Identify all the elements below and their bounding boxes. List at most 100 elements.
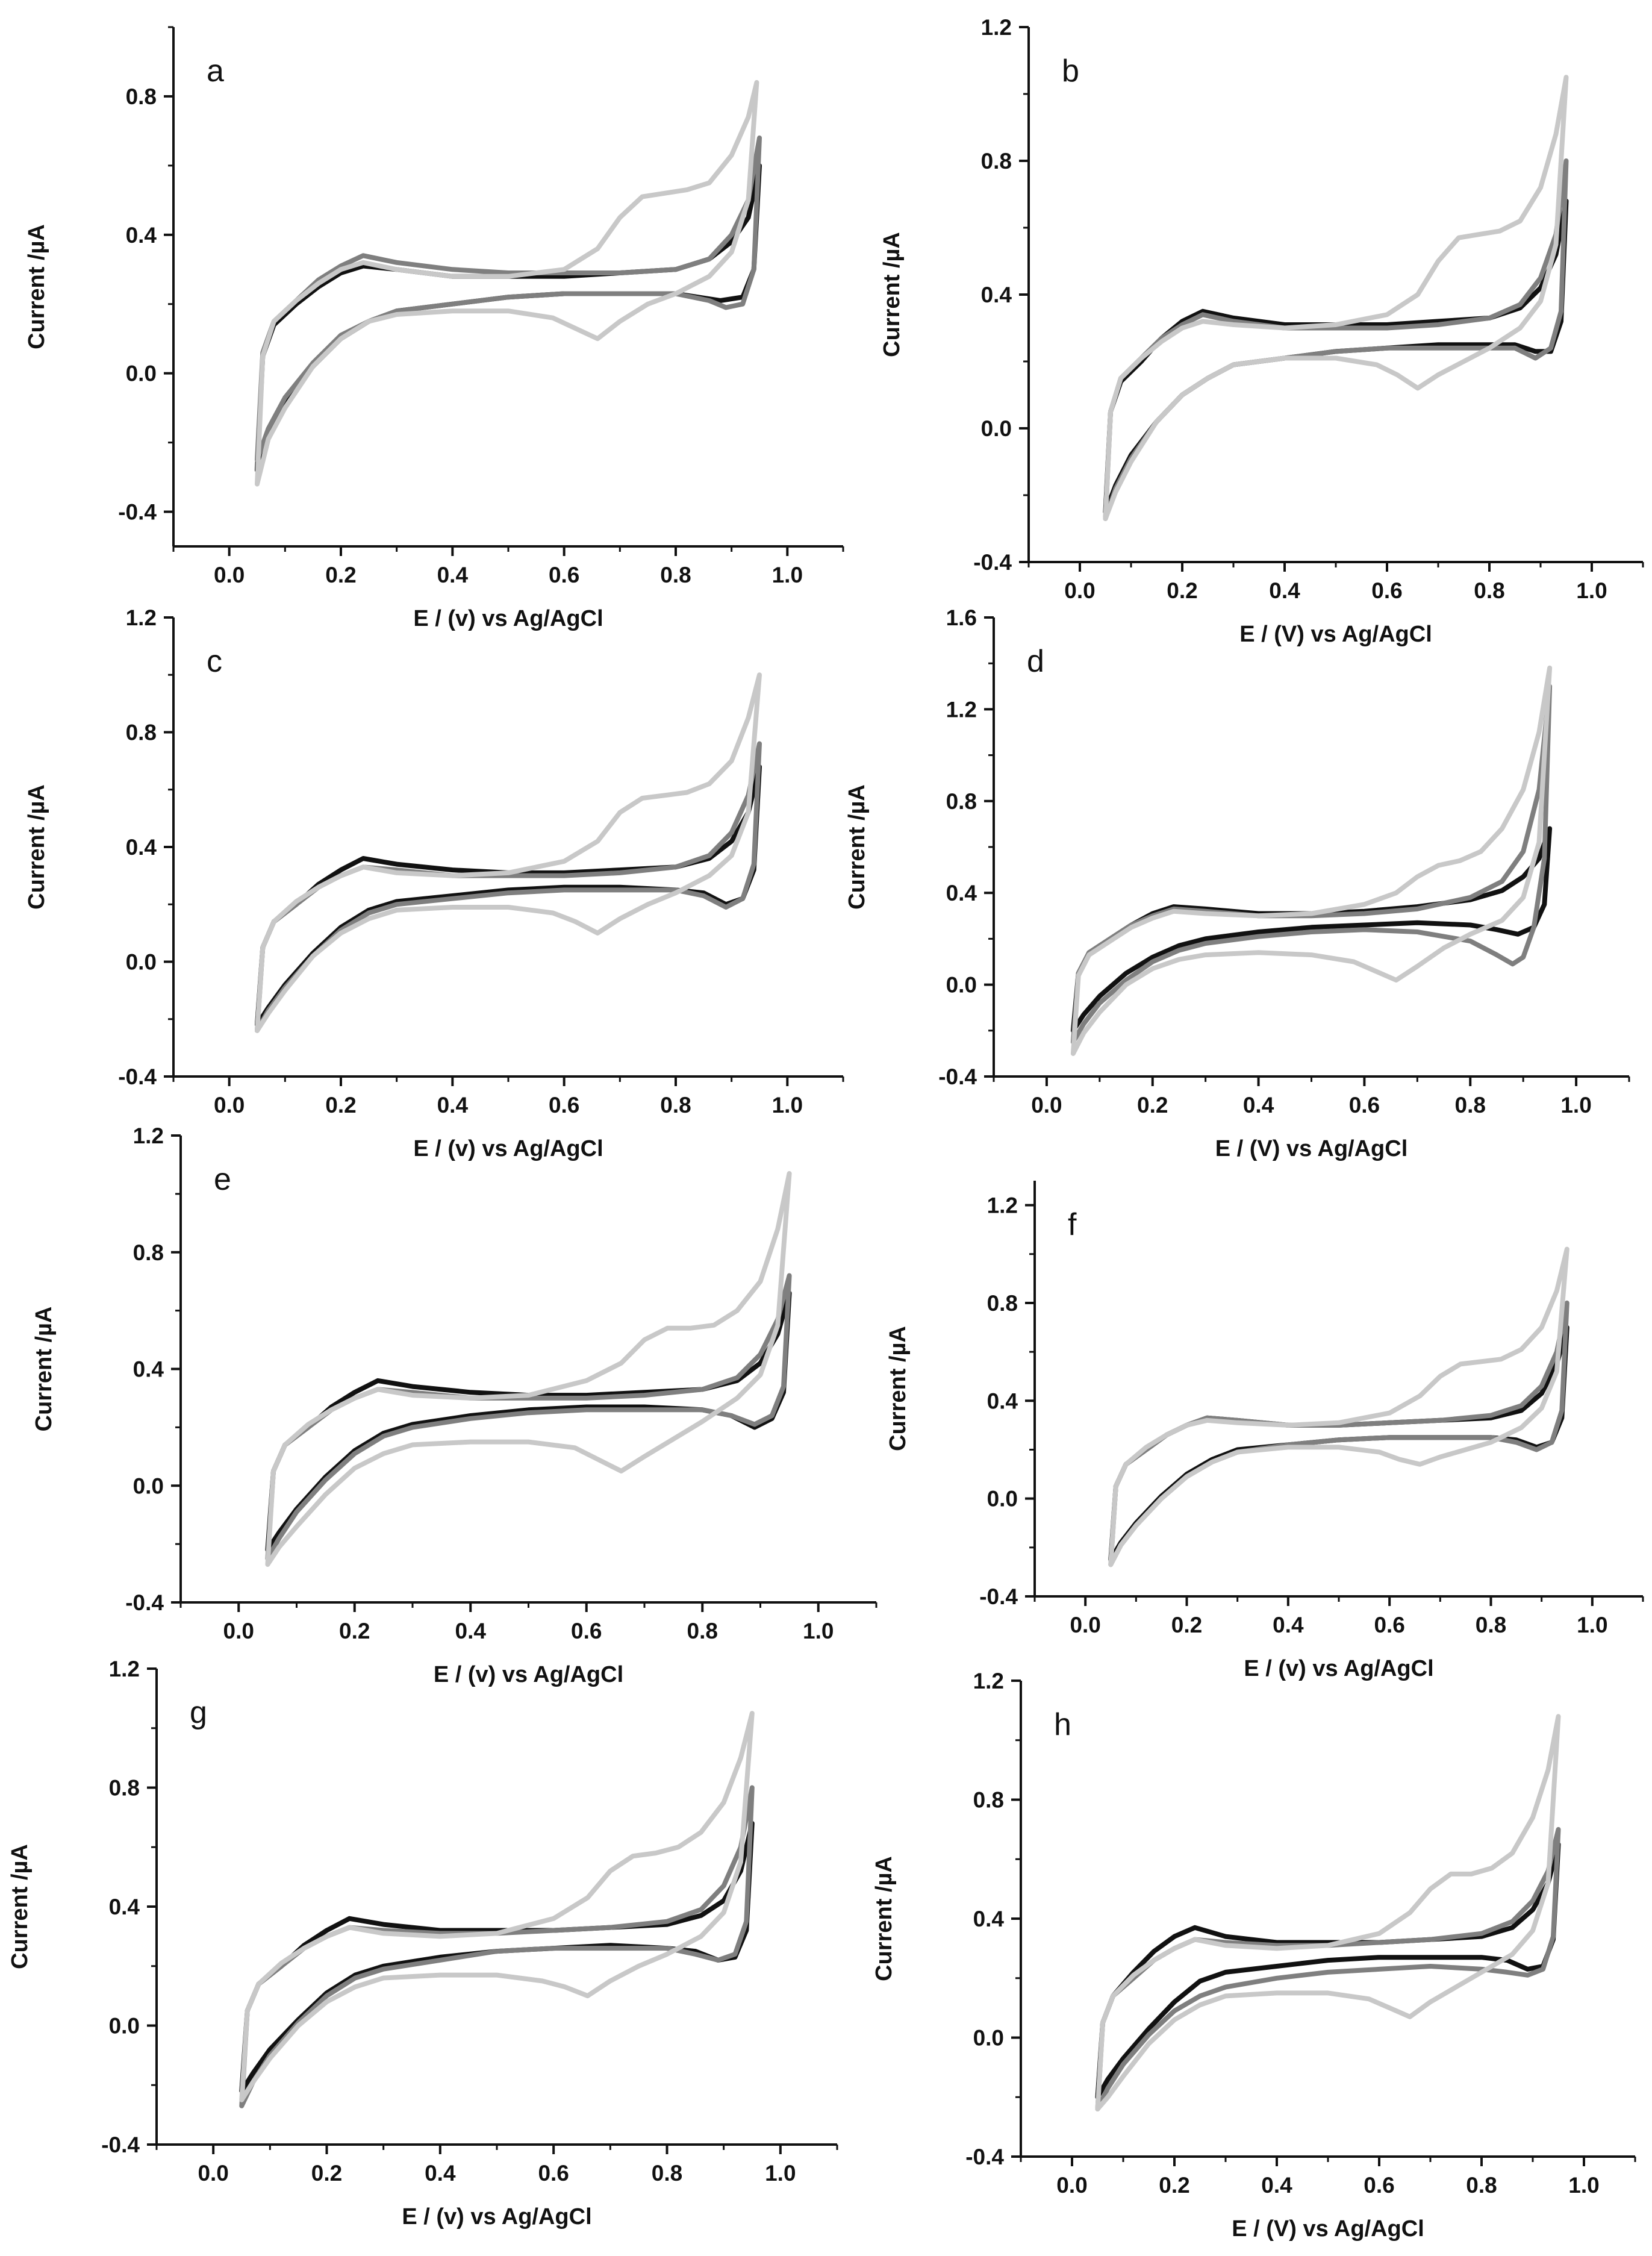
y-tick-label: 0.8 — [109, 1776, 140, 1801]
panel-c: 0.0 0.2 0.4 0.6 0.8 1.0 -0.4 0.0 0.4 0.8 1.2 E / (v… — [24, 605, 844, 1161]
x-tick-label: 1.0 — [1577, 1613, 1607, 1637]
panel-g: 0.0 0.2 0.4 0.6 0.8 1.0 -0.4 0.0 0.4 0.8 1.2 E / (v… — [7, 1657, 838, 2229]
x-axis-label: E / (V) vs Ag/AgCl — [1239, 622, 1432, 647]
panel-letter: b — [1062, 54, 1079, 89]
y-tick-label: 0.4 — [973, 1907, 1005, 1931]
y-tick-label: 0.4 — [133, 1357, 164, 1382]
y-tick-label: -0.4 — [973, 550, 1012, 575]
x-tick-label: 0.4 — [1273, 1613, 1304, 1637]
panel-letter: f — [1068, 1207, 1077, 1242]
x-tick-label: 0.8 — [652, 2161, 682, 2186]
x-axis-label: E / (V) vs Ag/AgCl — [1215, 1136, 1408, 1161]
y-tick-label: -0.4 — [118, 1064, 157, 1089]
y-tick-label: 0.0 — [973, 2026, 1004, 2051]
y-tick-label: 0.0 — [987, 1487, 1018, 1511]
x-tick-label: 0.0 — [214, 563, 245, 587]
x-tick-label: 0.6 — [1374, 1613, 1404, 1637]
cv-curve-a-series-3 — [255, 80, 759, 487]
y-tick-label: -0.4 — [101, 2133, 140, 2157]
y-tick-label: -0.4 — [118, 500, 157, 525]
x-tick-label: 0.4 — [455, 1619, 487, 1643]
x-tick-label: 0.8 — [660, 1093, 691, 1117]
x-tick-label: 0.8 — [1474, 578, 1504, 603]
y-tick-label: 0.8 — [981, 149, 1012, 173]
x-tick-label: 0.0 — [1056, 2173, 1087, 2198]
panel-h: 0.0 0.2 0.4 0.6 0.8 1.0 -0.4 0.0 0.4 0.8 1.2 E / (V… — [871, 1669, 1636, 2242]
x-tick-label: 0.4 — [1243, 1093, 1274, 1117]
x-tick-label: 0.6 — [1371, 578, 1402, 603]
x-axis-label: E / (v) vs Ag/AgCl — [402, 2204, 591, 2229]
x-tick-label: 0.4 — [1269, 578, 1300, 603]
x-tick-label: 0.2 — [311, 2161, 342, 2186]
y-tick-label: 0.4 — [987, 1389, 1018, 1413]
x-tick-label: 0.2 — [325, 563, 356, 587]
y-tick-label: 0.4 — [946, 881, 977, 905]
x-tick-label: 0.0 — [1070, 1613, 1100, 1637]
y-tick-label: 0.8 — [133, 1240, 164, 1265]
y-tick-label: -0.4 — [125, 1590, 164, 1615]
x-tick-label: 0.8 — [1466, 2173, 1497, 2198]
y-tick-label: 0.0 — [126, 361, 157, 386]
panel-letter: a — [207, 54, 224, 89]
x-tick-label: 0.6 — [1349, 1093, 1380, 1117]
x-tick-label: 0.2 — [1137, 1093, 1168, 1117]
x-tick-label: 0.8 — [1476, 1613, 1506, 1637]
panel-letter: c — [207, 644, 222, 679]
panel-b: 0.0 0.2 0.4 0.6 0.8 1.0 -0.4 0.0 0.4 0.8 1.2 E / (V… — [879, 15, 1644, 647]
y-axis-label: Current /µA — [24, 784, 49, 910]
y-tick-label: 0.4 — [109, 1895, 140, 1919]
y-tick-label: 1.2 — [133, 1123, 164, 1148]
y-tick-label: 1.2 — [987, 1193, 1018, 1218]
y-tick-label: 0.8 — [987, 1291, 1018, 1316]
x-tick-label: 0.0 — [1064, 578, 1095, 603]
y-tick-label: 0.8 — [126, 720, 157, 745]
x-axis-label: E / (v) vs Ag/AgCl — [413, 1136, 603, 1161]
x-axis-label: E / (v) vs Ag/AgCl — [434, 1662, 623, 1687]
y-axis-label: Current /µA — [879, 232, 905, 357]
cv-curve-e-series-3 — [265, 1171, 792, 1567]
x-tick-label: 0.0 — [223, 1619, 254, 1643]
y-axis-label: Current /µA — [885, 1326, 911, 1451]
y-tick-label: 0.8 — [973, 1788, 1004, 1813]
y-tick-label: 0.0 — [126, 950, 157, 975]
panel-letter: h — [1054, 1707, 1071, 1742]
x-tick-label: 0.6 — [549, 1093, 579, 1117]
cv-curve-f-series-3 — [1108, 1246, 1569, 1567]
x-tick-label: 0.6 — [1364, 2173, 1394, 2198]
x-axis-label: E / (v) vs Ag/AgCl — [1244, 1656, 1433, 1681]
y-tick-label: 0.4 — [126, 223, 157, 248]
cv-curve-c-series-3 — [255, 672, 762, 1033]
y-tick-label: 1.6 — [946, 605, 977, 630]
y-tick-label: 0.0 — [981, 416, 1012, 441]
y-tick-label: 0.4 — [981, 283, 1012, 307]
y-tick-label: 1.2 — [981, 15, 1012, 40]
panel-a: 0.0 0.2 0.4 0.6 0.8 1.0 -0.4 0.0 0.4 0.8 E / (v) v… — [24, 26, 844, 631]
y-tick-label: 1.2 — [973, 1669, 1004, 1693]
cv-curve-b-series-3 — [1103, 75, 1569, 521]
panel-d: 0.0 0.2 0.4 0.6 0.8 1.0 -0.4 0.0 0.4 0.8 1.2 1.6 E /… — [844, 605, 1630, 1161]
y-tick-label: -0.4 — [965, 2145, 1004, 2169]
x-tick-label: 0.2 — [1171, 1613, 1202, 1637]
panel-e: 0.0 0.2 0.4 0.6 0.8 1.0 -0.4 0.0 0.4 0.8 1.2 E / (v… — [31, 1123, 877, 1687]
y-tick-label: 0.4 — [126, 835, 157, 860]
panel-letter: d — [1027, 644, 1044, 679]
x-tick-label: 1.0 — [1576, 578, 1607, 603]
panel-f: 0.0 0.2 0.4 0.6 0.8 1.0 -0.4 0.0 0.4 0.8 1.2 E / (v… — [885, 1181, 1644, 1681]
y-tick-label: 0.0 — [946, 973, 977, 998]
x-tick-label: 0.4 — [1261, 2173, 1292, 2198]
y-tick-label: -0.4 — [938, 1064, 977, 1089]
y-axis-label: Current /µA — [31, 1307, 57, 1432]
x-tick-label: 0.2 — [1167, 578, 1197, 603]
y-tick-label: 1.2 — [946, 697, 977, 722]
x-tick-label: 0.4 — [437, 1093, 469, 1117]
y-axis-label: Current /µA — [7, 1844, 33, 1969]
x-tick-label: 0.4 — [425, 2161, 456, 2186]
y-tick-label: 1.2 — [126, 605, 157, 630]
x-tick-label: 1.0 — [765, 2161, 796, 2186]
x-tick-label: 0.0 — [198, 2161, 228, 2186]
x-tick-label: 0.2 — [325, 1093, 356, 1117]
x-tick-label: 1.0 — [1568, 2173, 1599, 2198]
y-tick-label: -0.4 — [979, 1584, 1018, 1609]
y-tick-label: 0.0 — [133, 1473, 164, 1498]
